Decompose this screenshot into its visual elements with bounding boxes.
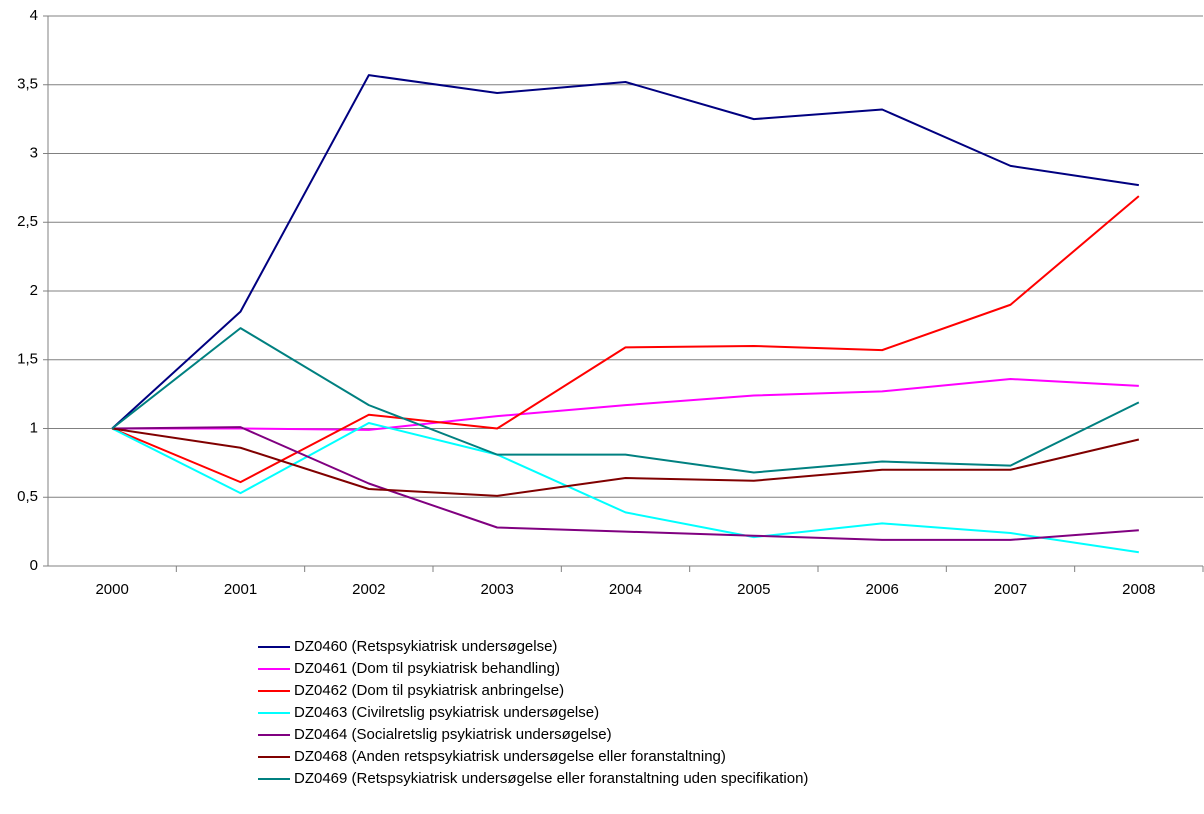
legend-label: DZ0463 (Civilretslig psykiatrisk undersø… — [294, 704, 599, 721]
x-tick-label: 2007 — [994, 581, 1027, 598]
y-tick-label: 1,5 — [17, 351, 38, 368]
series-line — [111, 422, 1139, 554]
x-tick-label: 2005 — [737, 581, 770, 598]
y-tick-label: 2,5 — [17, 213, 38, 230]
series-line — [112, 427, 1140, 497]
x-tick-label: 2008 — [1122, 581, 1155, 598]
x-tick-label: 2003 — [480, 581, 513, 598]
legend-label: DZ0460 (Retspsykiatrisk undersøgelse) — [294, 638, 557, 655]
legend-label: DZ0464 (Socialretslig psykiatrisk unders… — [294, 726, 612, 743]
legend-label: DZ0469 (Retspsykiatrisk undersøgelse ell… — [294, 770, 808, 787]
x-tick-label: 2001 — [224, 581, 257, 598]
y-tick-label: 2 — [30, 282, 38, 299]
series-line — [111, 327, 1140, 474]
series-line — [111, 195, 1140, 484]
y-tick-label: 3 — [30, 144, 38, 161]
legend-label: DZ0468 (Anden retspsykiatrisk undersøgel… — [294, 748, 726, 765]
series-line — [112, 378, 1139, 431]
y-tick-label: 4 — [30, 7, 38, 24]
y-tick-label: 3,5 — [17, 76, 38, 93]
x-tick-label: 2004 — [609, 581, 642, 598]
x-tick-label: 2002 — [352, 581, 385, 598]
y-tick-label: 0,5 — [17, 488, 38, 505]
series-line — [112, 426, 1139, 541]
legend-label: DZ0461 (Dom til psykiatrisk behandling) — [294, 660, 560, 677]
y-tick-label: 0 — [30, 557, 38, 574]
y-tick-label: 1 — [30, 419, 38, 436]
x-tick-label: 2006 — [865, 581, 898, 598]
legend-label: DZ0462 (Dom til psykiatrisk anbringelse) — [294, 682, 564, 699]
series-line — [111, 74, 1139, 430]
x-tick-label: 2000 — [95, 581, 128, 598]
